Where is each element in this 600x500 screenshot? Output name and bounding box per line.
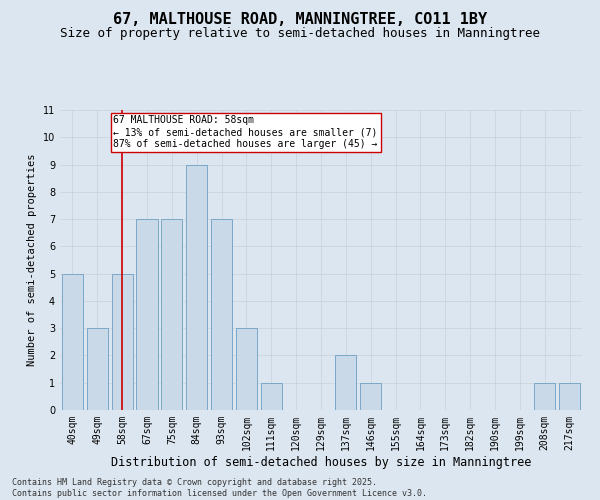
Bar xyxy=(335,356,356,410)
Bar xyxy=(534,382,555,410)
X-axis label: Distribution of semi-detached houses by size in Manningtree: Distribution of semi-detached houses by … xyxy=(111,456,531,468)
Text: Contains HM Land Registry data © Crown copyright and database right 2025.
Contai: Contains HM Land Registry data © Crown c… xyxy=(12,478,427,498)
Bar xyxy=(261,382,282,410)
Y-axis label: Number of semi-detached properties: Number of semi-detached properties xyxy=(28,154,37,366)
Bar xyxy=(211,219,232,410)
Bar xyxy=(87,328,108,410)
Bar xyxy=(161,219,182,410)
Bar xyxy=(360,382,381,410)
Bar xyxy=(236,328,257,410)
Text: 67 MALTHOUSE ROAD: 58sqm
← 13% of semi-detached houses are smaller (7)
87% of se: 67 MALTHOUSE ROAD: 58sqm ← 13% of semi-d… xyxy=(113,116,378,148)
Text: Size of property relative to semi-detached houses in Manningtree: Size of property relative to semi-detach… xyxy=(60,28,540,40)
Bar xyxy=(186,164,207,410)
Bar xyxy=(62,274,83,410)
Text: 67, MALTHOUSE ROAD, MANNINGTREE, CO11 1BY: 67, MALTHOUSE ROAD, MANNINGTREE, CO11 1B… xyxy=(113,12,487,28)
Bar xyxy=(559,382,580,410)
Bar xyxy=(112,274,133,410)
Bar xyxy=(136,219,158,410)
